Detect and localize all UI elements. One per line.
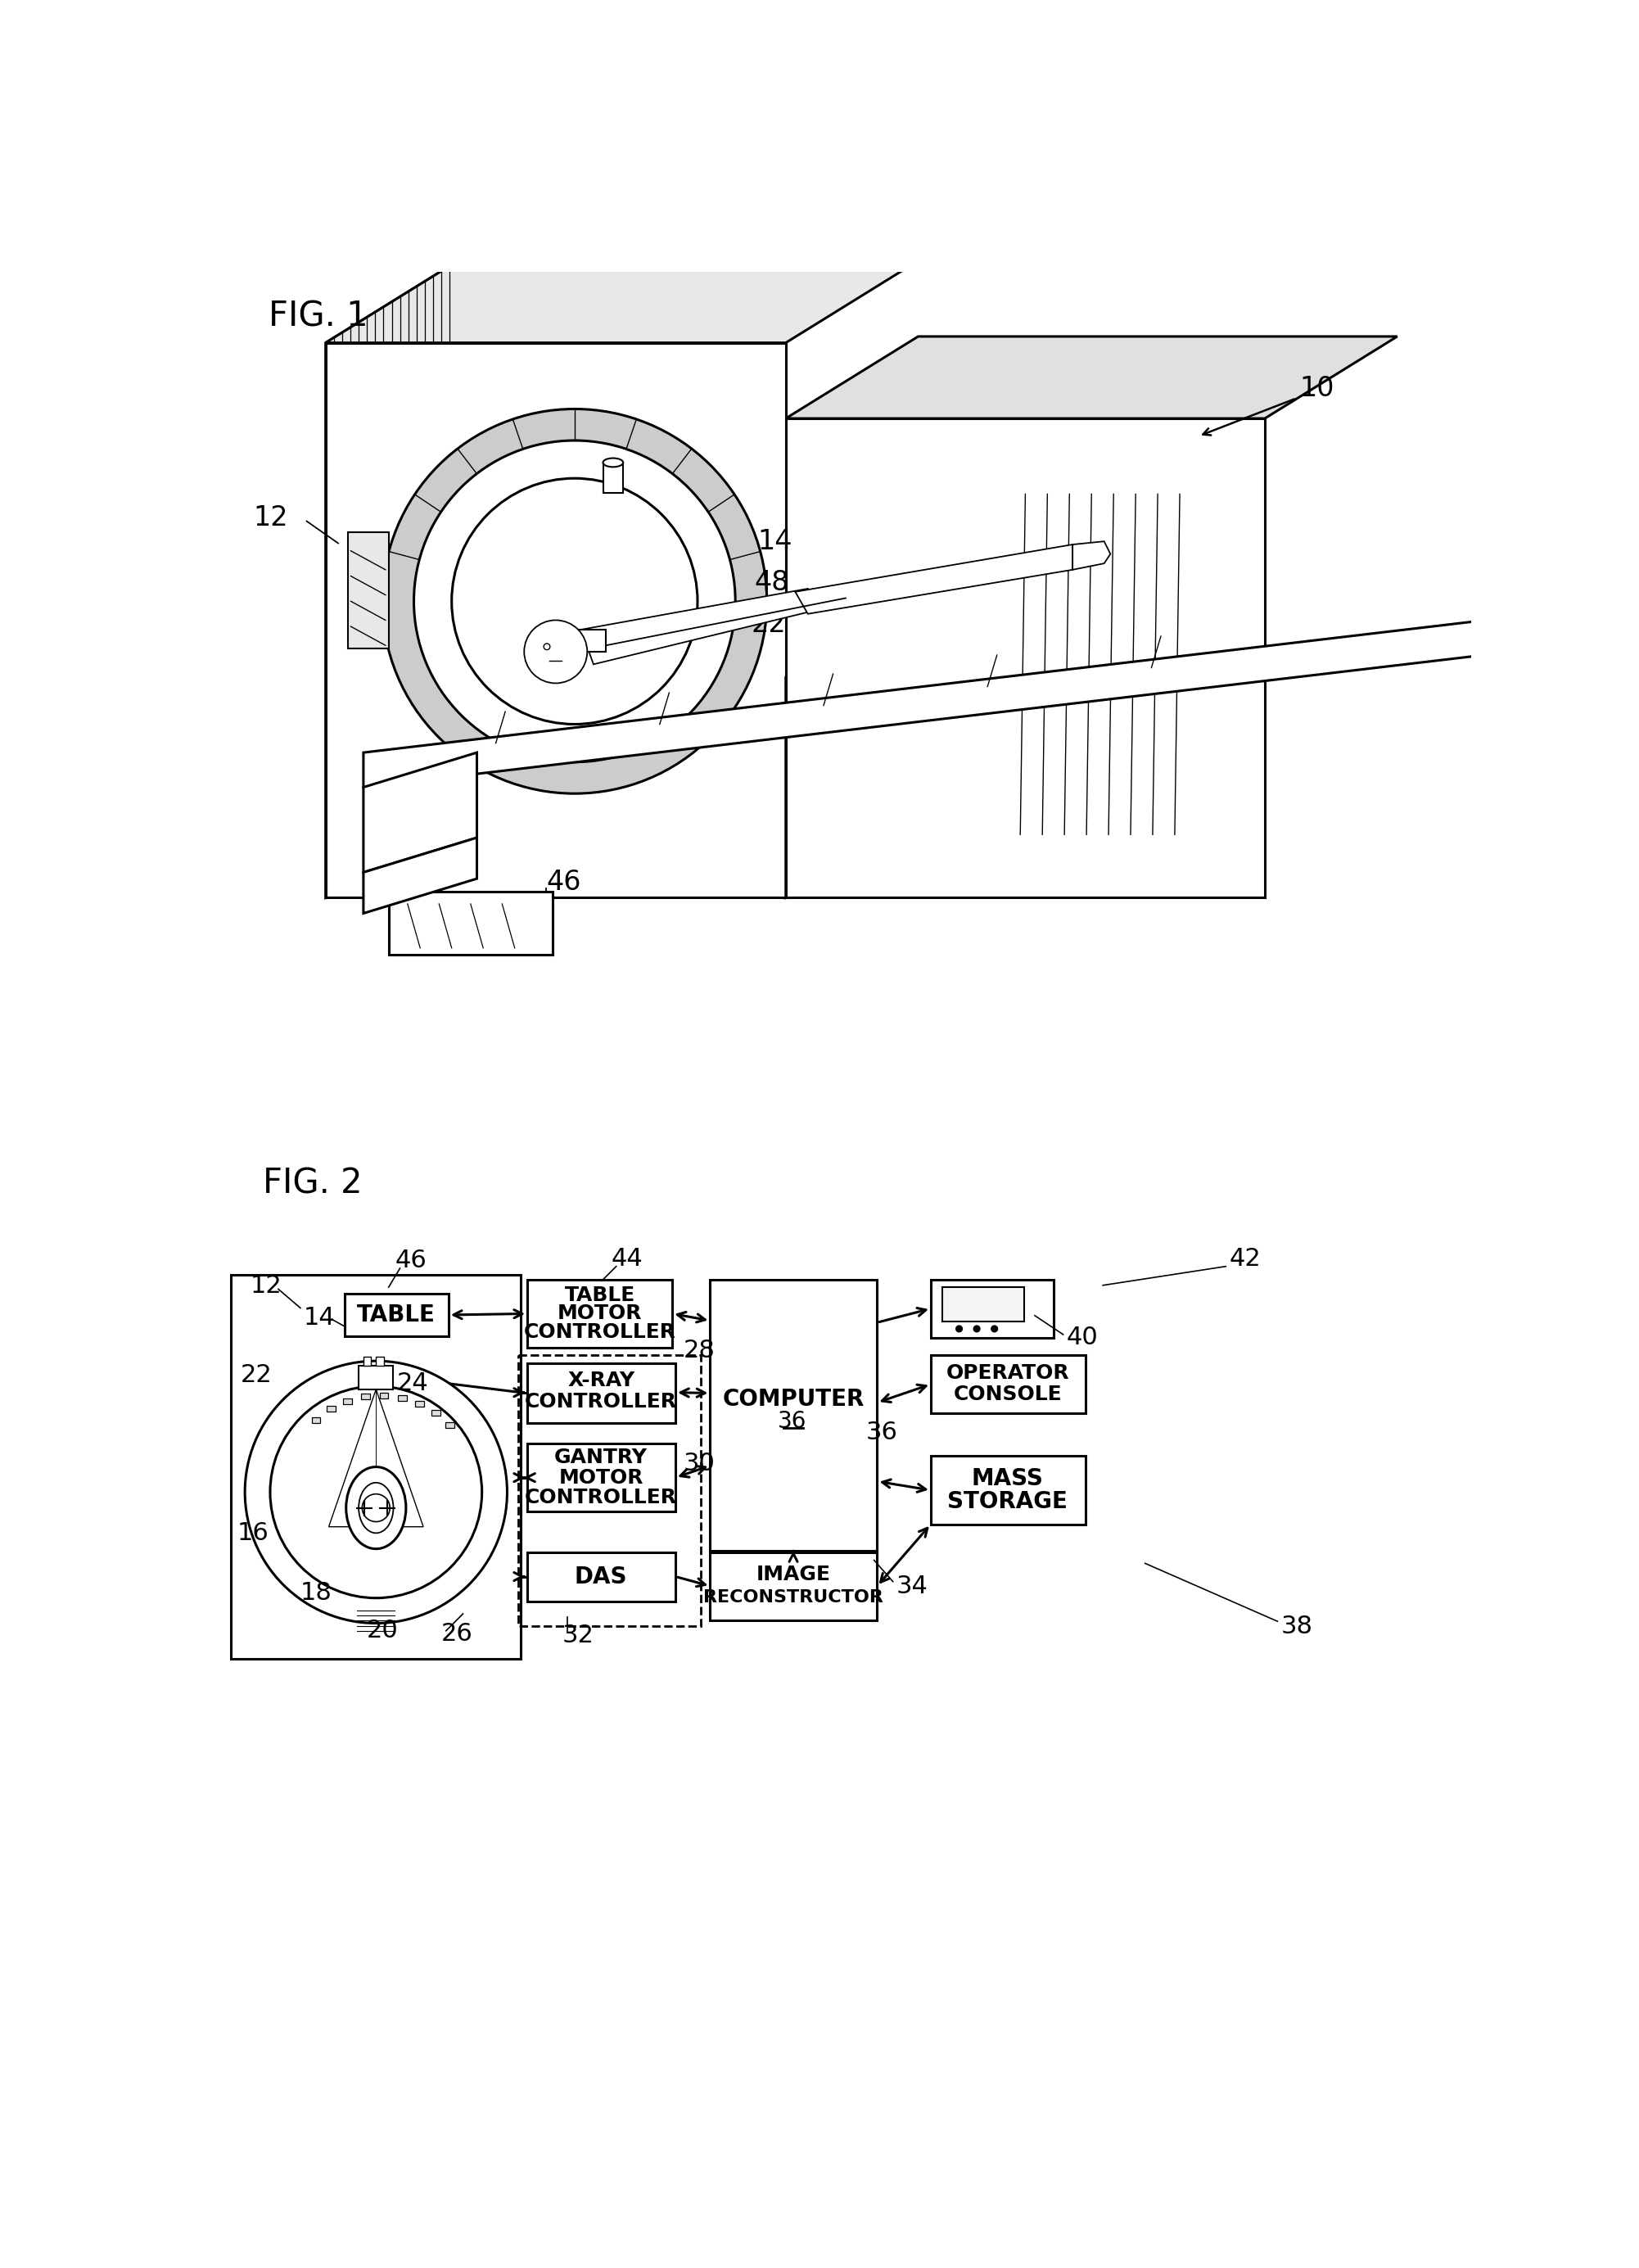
Bar (347, 533, 388, 649)
Text: 14: 14 (303, 1306, 336, 1329)
Bar (359, 1365, 393, 1390)
Bar (931, 1456, 1085, 1524)
Text: RECONSTRUCTOR: RECONSTRUCTOR (703, 1590, 883, 1606)
Text: 36: 36 (777, 1411, 806, 1433)
Bar (942, 1288, 1024, 1322)
Text: 32: 32 (562, 1624, 593, 1649)
Text: FIG. 1: FIG. 1 (269, 299, 369, 333)
Ellipse shape (346, 1467, 406, 1549)
Text: 10: 10 (1300, 374, 1334, 401)
Text: 26: 26 (441, 1622, 472, 1647)
Polygon shape (388, 891, 552, 955)
Polygon shape (1072, 542, 1111, 569)
Polygon shape (785, 417, 1265, 898)
Bar (326, 342, 785, 898)
Text: CONTROLLER: CONTROLLER (524, 1488, 677, 1508)
Text: 30: 30 (683, 1452, 715, 1476)
Text: X-RAY: X-RAY (567, 1370, 634, 1390)
Text: 40: 40 (1067, 1327, 1098, 1349)
Text: 12: 12 (249, 1275, 282, 1297)
Bar (431, 1411, 441, 1415)
Ellipse shape (603, 458, 623, 467)
Text: 12: 12 (252, 503, 288, 531)
Circle shape (524, 619, 587, 683)
Bar (415, 1402, 425, 1406)
Bar (528, 1442, 675, 1513)
Text: 18: 18 (423, 810, 457, 837)
Bar (344, 1293, 449, 1336)
Text: 22: 22 (241, 1363, 272, 1388)
Circle shape (382, 408, 767, 794)
Text: 38: 38 (1280, 1615, 1313, 1637)
Bar (603, 463, 623, 492)
Ellipse shape (359, 1483, 393, 1533)
Text: 48: 48 (754, 569, 788, 596)
Bar (231, 1275, 521, 1660)
Bar (518, 1356, 701, 1626)
Bar (364, 1356, 370, 1365)
Circle shape (974, 1327, 980, 1331)
Text: STORAGE: STORAGE (947, 1490, 1067, 1513)
Text: MASS: MASS (972, 1467, 1044, 1490)
Text: DAS: DAS (575, 1565, 628, 1588)
Bar (931, 1279, 1054, 1338)
Text: TABLE: TABLE (357, 1304, 436, 1327)
Text: 14: 14 (757, 528, 792, 556)
Bar (398, 1395, 406, 1402)
Bar (361, 1393, 370, 1399)
Polygon shape (326, 261, 457, 898)
Polygon shape (580, 590, 826, 665)
Text: TABLE: TABLE (564, 1286, 636, 1304)
Text: MOTOR: MOTOR (559, 1467, 644, 1488)
Polygon shape (326, 261, 918, 342)
Text: 34: 34 (897, 1574, 928, 1599)
Polygon shape (785, 336, 1396, 417)
Text: CONTROLLER: CONTROLLER (524, 1322, 675, 1343)
Bar (569, 631, 606, 651)
Bar (710, 1551, 877, 1619)
Text: 46: 46 (395, 1250, 426, 1272)
Text: 46: 46 (546, 869, 580, 896)
Circle shape (992, 1327, 998, 1331)
Polygon shape (795, 544, 1072, 615)
Polygon shape (785, 594, 918, 898)
Text: GANTRY: GANTRY (554, 1447, 647, 1467)
Text: 22: 22 (751, 610, 787, 637)
Text: 44: 44 (611, 1247, 642, 1270)
Circle shape (544, 644, 551, 651)
Bar (446, 1422, 454, 1429)
Bar (375, 1356, 384, 1365)
Text: 24: 24 (397, 1372, 428, 1395)
Bar (710, 1279, 877, 1551)
Polygon shape (364, 837, 477, 914)
Bar (528, 1363, 675, 1422)
Bar (528, 1279, 672, 1347)
Polygon shape (364, 619, 1485, 787)
Circle shape (270, 1386, 482, 1599)
Text: CONSOLE: CONSOLE (954, 1383, 1062, 1404)
Text: 42: 42 (1229, 1247, 1260, 1270)
Circle shape (413, 440, 736, 762)
Text: COMPUTER: COMPUTER (723, 1388, 864, 1411)
Circle shape (956, 1327, 962, 1331)
Polygon shape (364, 753, 477, 873)
Bar (326, 1406, 336, 1411)
Text: FIG. 2: FIG. 2 (262, 1166, 362, 1200)
Text: OPERATOR: OPERATOR (946, 1363, 1069, 1383)
Text: MOTOR: MOTOR (557, 1304, 642, 1325)
Bar (343, 1397, 352, 1404)
Text: 16: 16 (238, 1522, 269, 1545)
Circle shape (452, 479, 698, 723)
Bar (311, 1418, 321, 1422)
Bar (528, 1551, 675, 1601)
Text: CONTROLLER: CONTROLLER (524, 1393, 677, 1411)
Circle shape (244, 1361, 506, 1624)
Text: 20: 20 (367, 1619, 398, 1642)
Text: 18: 18 (300, 1581, 333, 1606)
Text: IMAGE: IMAGE (756, 1565, 831, 1585)
Bar (380, 1393, 388, 1397)
Text: 28: 28 (683, 1338, 715, 1363)
Bar (931, 1356, 1085, 1413)
Text: 36: 36 (865, 1420, 898, 1445)
